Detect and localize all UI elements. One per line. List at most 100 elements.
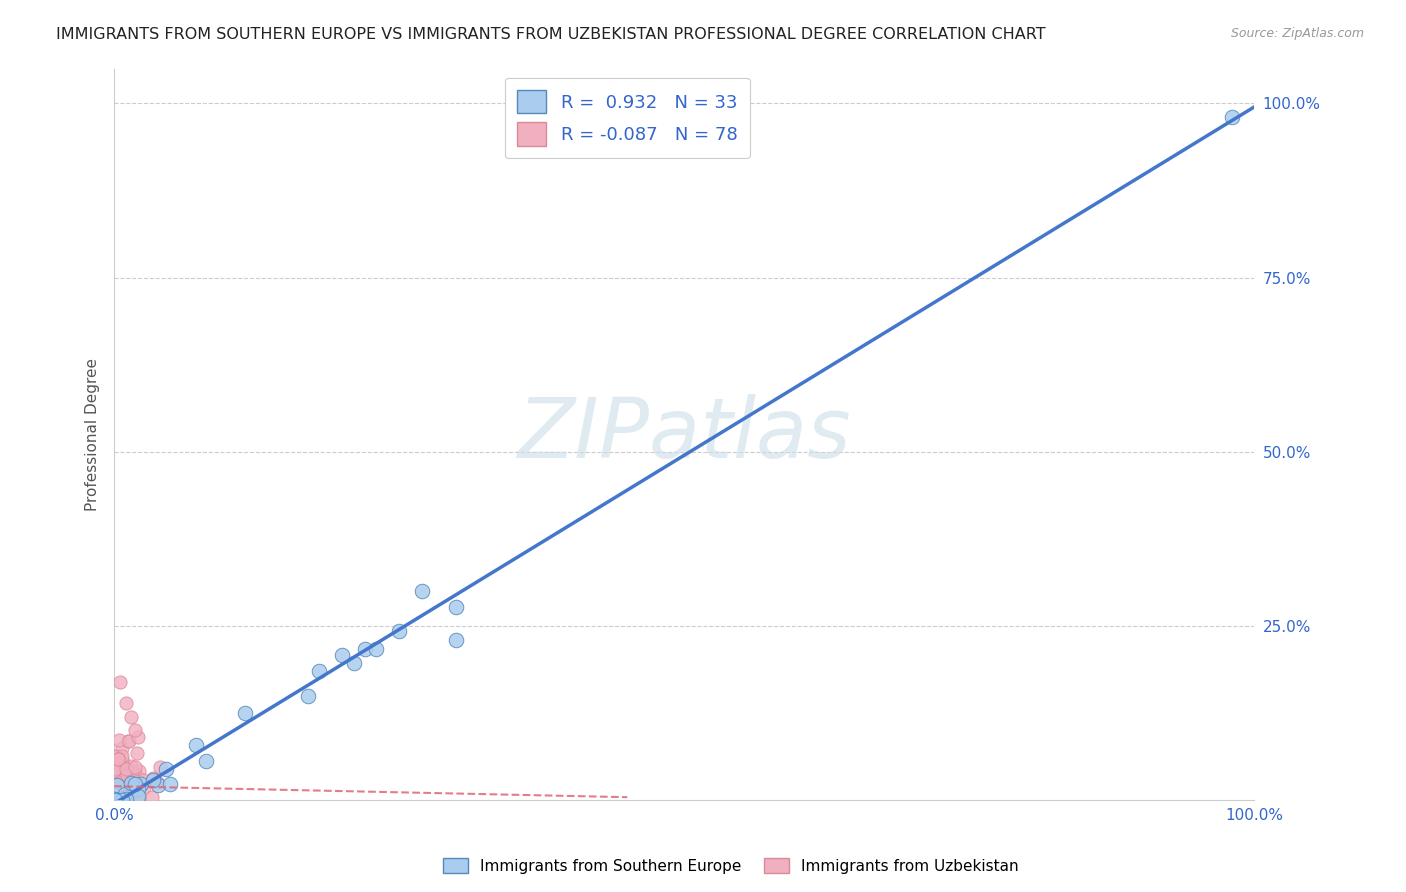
Point: [105, 778, 128, 792]
Point: [107, 789, 129, 804]
Point: [114, 791, 136, 805]
Point: [111, 769, 134, 783]
Point: [120, 771, 142, 785]
Point: [308, 664, 330, 678]
Point: [132, 780, 155, 795]
Point: [125, 780, 148, 795]
Point: [120, 776, 142, 790]
Point: [122, 780, 145, 794]
Point: [112, 787, 135, 801]
Point: [108, 771, 131, 785]
Point: [108, 733, 131, 747]
Point: [128, 764, 150, 778]
Point: [330, 648, 353, 663]
Point: [159, 777, 181, 791]
Point: [388, 624, 411, 638]
Point: [114, 696, 136, 710]
Point: [129, 778, 152, 792]
Point: [127, 790, 149, 805]
Point: [104, 793, 127, 807]
Point: [118, 786, 141, 800]
Point: [142, 773, 165, 788]
Point: [110, 782, 132, 797]
Point: [111, 793, 134, 807]
Point: [132, 773, 155, 788]
Point: [103, 768, 125, 782]
Point: [127, 782, 149, 797]
Point: [117, 734, 139, 748]
Point: [124, 766, 146, 780]
Point: [111, 752, 134, 766]
Point: [111, 748, 134, 763]
Point: [127, 731, 149, 745]
Point: [110, 757, 132, 772]
Point: [115, 788, 138, 802]
Point: [124, 759, 146, 773]
Point: [112, 780, 135, 795]
Point: [141, 790, 163, 805]
Point: [107, 752, 129, 766]
Point: [105, 767, 128, 781]
Point: [194, 755, 217, 769]
Point: [127, 789, 149, 804]
Point: [105, 749, 128, 764]
Point: [120, 709, 142, 723]
Point: [104, 782, 127, 797]
Point: [105, 778, 128, 792]
Point: [121, 790, 143, 805]
Point: [125, 782, 148, 797]
Point: [111, 756, 134, 771]
Point: [354, 641, 377, 656]
Point: [105, 793, 128, 807]
Point: [142, 772, 165, 787]
Point: [149, 760, 172, 774]
Point: [112, 784, 135, 798]
Point: [186, 738, 208, 752]
Point: [343, 657, 366, 671]
Point: [105, 779, 128, 793]
Point: [129, 777, 152, 791]
Point: [121, 758, 143, 772]
Point: [110, 778, 132, 792]
Point: [118, 734, 141, 748]
Legend: Immigrants from Southern Europe, Immigrants from Uzbekistan: Immigrants from Southern Europe, Immigra…: [437, 852, 1025, 880]
Point: [112, 767, 135, 781]
Point: [122, 774, 145, 789]
Point: [233, 706, 256, 720]
Point: [115, 762, 138, 776]
Point: [142, 771, 165, 785]
Point: [108, 765, 131, 780]
Point: [124, 783, 146, 797]
Point: [115, 785, 138, 799]
Text: ZIPatlas: ZIPatlas: [517, 394, 851, 475]
Point: [105, 778, 128, 792]
Point: [111, 793, 134, 807]
Point: [112, 764, 135, 778]
Point: [118, 789, 141, 803]
Text: Source: ZipAtlas.com: Source: ZipAtlas.com: [1230, 27, 1364, 40]
Point: [107, 775, 129, 789]
Point: [127, 747, 149, 761]
Point: [107, 752, 129, 766]
Point: [124, 723, 146, 738]
Point: [124, 777, 146, 791]
Point: [366, 642, 388, 657]
Point: [444, 632, 467, 647]
Point: [105, 773, 128, 788]
Point: [105, 788, 128, 802]
Point: [146, 778, 169, 792]
Point: [155, 762, 177, 776]
Point: [411, 584, 433, 599]
Point: [104, 791, 127, 805]
Point: [104, 772, 127, 787]
Point: [111, 740, 134, 755]
Point: [103, 764, 125, 778]
Point: [115, 790, 138, 805]
Point: [105, 789, 128, 803]
Point: [114, 787, 136, 801]
Point: [104, 750, 127, 764]
Point: [120, 762, 142, 776]
Point: [125, 793, 148, 807]
Point: [108, 752, 131, 766]
Point: [104, 762, 127, 776]
